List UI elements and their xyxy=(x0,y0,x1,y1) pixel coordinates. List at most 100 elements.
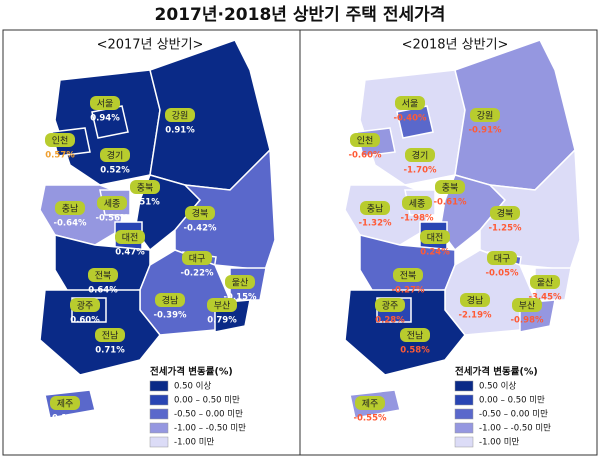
region-name: 대전 xyxy=(427,233,444,244)
region-name: 광주 xyxy=(77,300,94,312)
legend-label: -0.50 – 0.00 미만 xyxy=(174,410,243,420)
legend-swatch xyxy=(149,436,169,448)
region-name: 강원 xyxy=(172,111,189,122)
region-label-bg xyxy=(70,298,100,312)
region-value: 0.79% xyxy=(207,316,237,326)
legend-swatch xyxy=(149,380,169,392)
region-name: 대구 xyxy=(494,254,511,265)
legend-title: 전세가격 변동률(%) xyxy=(455,366,538,378)
legend-swatch xyxy=(454,408,474,420)
region-value: -3.45% xyxy=(528,293,561,303)
region-name: 경남 xyxy=(467,295,484,307)
region-name: 충남 xyxy=(62,204,79,215)
region-label-bg xyxy=(130,180,160,194)
region-label-bg xyxy=(115,230,145,244)
region-value: -0.15% xyxy=(223,293,256,303)
legend-label: -1.00 – -0.50 미만 xyxy=(479,424,551,434)
region-value: -0.98% xyxy=(510,316,543,326)
region-value: -0.56% xyxy=(95,214,128,224)
legend-swatch xyxy=(454,422,474,434)
region-label-bg xyxy=(395,96,425,110)
region-label-bg xyxy=(487,251,517,265)
region-value: -0.61% xyxy=(433,198,466,208)
region-name: 충북 xyxy=(137,183,154,194)
region-name: 울산 xyxy=(232,278,249,289)
region-label-bg xyxy=(402,196,432,210)
region-value: 0.60% xyxy=(70,316,100,326)
region-value: -0.27% xyxy=(391,286,424,296)
region-value: -0.42% xyxy=(183,224,216,234)
region-label-bg xyxy=(88,268,118,282)
region-name: 전북 xyxy=(400,271,417,282)
legend-label: 0.50 이상 xyxy=(174,381,211,392)
region-value: 0.64% xyxy=(88,286,118,296)
region-value: -0.64% xyxy=(53,219,86,229)
region-name: 경북 xyxy=(497,208,514,220)
region-name: 강원 xyxy=(477,111,494,122)
region-label-bg xyxy=(393,268,423,282)
legend-label: -1.00 미만 xyxy=(479,438,520,448)
region-name: 인천 xyxy=(357,136,374,147)
region-name: 전남 xyxy=(407,331,424,342)
region-name: 울산 xyxy=(537,278,554,289)
region-label-bg xyxy=(182,251,212,265)
region-label-bg xyxy=(165,108,195,122)
region-name: 대구 xyxy=(189,254,206,265)
legend-swatch xyxy=(149,408,169,420)
region-name: 경북 xyxy=(192,208,209,220)
legend-label: 0.00 – 0.50 미만 xyxy=(174,396,240,406)
region-name: 광주 xyxy=(382,300,399,312)
region-value: -1.32% xyxy=(358,219,391,229)
region-name: 충남 xyxy=(367,204,384,215)
region-value: -2.19% xyxy=(458,311,491,321)
region-label-bg xyxy=(435,180,465,194)
region-name: 제주 xyxy=(362,399,379,410)
region-label-bg xyxy=(405,148,435,162)
region-label-bg xyxy=(50,396,80,410)
region-label-bg xyxy=(225,275,255,289)
region-value: 0.52% xyxy=(100,166,130,176)
region-value: -1.98% xyxy=(400,214,433,224)
region-value: 0.58% xyxy=(400,346,430,356)
legend-label: -1.00 – -0.50 미만 xyxy=(174,424,246,434)
region-label-bg xyxy=(360,201,390,215)
region-value: -0.55% xyxy=(353,414,386,424)
region-label-bg xyxy=(420,230,450,244)
legend-title: 전세가격 변동률(%) xyxy=(150,366,233,378)
legend-label: 0.50 이상 xyxy=(479,381,516,392)
region-value: -0.40% xyxy=(393,114,426,124)
region-name: 서울 xyxy=(402,99,419,110)
legend-swatch xyxy=(454,436,474,448)
region-name: 인천 xyxy=(52,136,69,147)
region-label-bg xyxy=(100,148,130,162)
region-label-bg xyxy=(185,206,215,220)
map-subtitle: <2017년 상반기> xyxy=(97,38,204,53)
region-value: 0.28% xyxy=(375,316,405,326)
region-label-bg xyxy=(207,298,237,312)
legend-swatch xyxy=(149,422,169,434)
region-label-bg xyxy=(470,108,500,122)
region-name: 전남 xyxy=(102,331,119,342)
legend-label: -0.50 – 0.00 미만 xyxy=(479,410,548,420)
region-name: 전북 xyxy=(95,271,112,282)
region-value: -0.91% xyxy=(468,126,501,136)
region-value: 0.91% xyxy=(165,126,195,136)
region-value: 0.47% xyxy=(115,248,145,258)
region-value: -0.05% xyxy=(485,269,518,279)
region-value: 0.24% xyxy=(420,248,450,258)
region-label-bg xyxy=(490,206,520,220)
region-name: 경남 xyxy=(162,295,179,307)
region-label-bg xyxy=(400,328,430,342)
page-title: 2017년·2018년 상반기 주택 전세가격 xyxy=(155,5,446,25)
region-value: 0.51% xyxy=(130,198,160,208)
map-subtitle: <2018년 상반기> xyxy=(402,38,509,53)
region-name: 충북 xyxy=(442,183,459,194)
region-label-bg xyxy=(530,275,560,289)
region-label-bg xyxy=(95,328,125,342)
region-name: 경기 xyxy=(412,150,429,162)
region-label-bg xyxy=(460,293,490,307)
region-name: 세종 xyxy=(409,199,426,210)
region-name: 세종 xyxy=(104,199,121,210)
region-value: 0.94% xyxy=(90,114,120,124)
